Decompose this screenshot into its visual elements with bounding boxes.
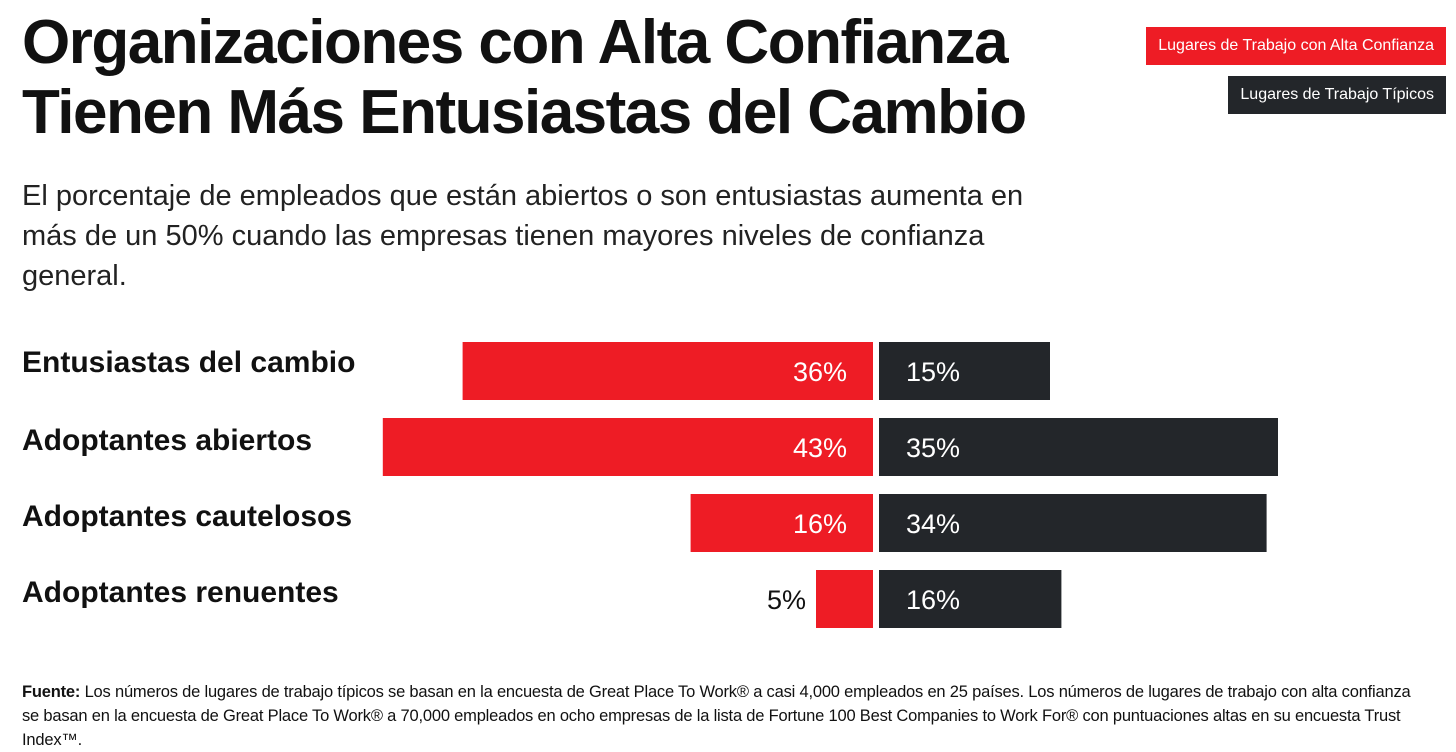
value-label-high-trust-entusiastas-del-cambio: 36% — [793, 357, 847, 387]
footnote-label: Fuente: — [22, 683, 81, 701]
bar-high-trust-adoptantes-cautelosos — [690, 494, 873, 552]
value-label-high-trust-adoptantes-renuentes: 5% — [767, 585, 806, 615]
legend-high-trust: Lugares de Trabajo con Alta Confianza — [1146, 27, 1446, 65]
chart-title: Organizaciones con Alta Confianza Tienen… — [22, 8, 1102, 148]
legend-typical: Lugares de Trabajo Típicos — [1228, 76, 1446, 114]
bar-high-trust-entusiastas-del-cambio — [462, 342, 873, 400]
value-label-typical-adoptantes-cautelosos: 34% — [906, 509, 960, 539]
source-footnote: Fuente: Los números de lugares de trabaj… — [22, 680, 1422, 752]
category-label-renuentes: Adoptantes renuentes — [22, 576, 339, 609]
bar-high-trust-adoptantes-renuentes — [816, 570, 873, 628]
diverging-bar-chart: 36% 15% 43% 35% 16% 34% 5% 16% — [382, 342, 1278, 628]
category-label-entusiastas: Entusiastas del cambio — [22, 346, 356, 379]
bar-typical-entusiastas-del-cambio — [879, 342, 1050, 400]
category-label-abiertos: Adoptantes abiertos — [22, 424, 313, 457]
footnote-text: Los números de lugares de trabajo típico… — [22, 683, 1411, 749]
chart-subtitle: El porcentaje de empleados que están abi… — [22, 180, 1024, 292]
bar-high-trust-adoptantes-abiertos — [382, 418, 873, 476]
value-label-high-trust-adoptantes-cautelosos: 16% — [793, 509, 847, 539]
value-label-typical-adoptantes-renuentes: 16% — [906, 585, 960, 615]
value-label-typical-entusiastas-del-cambio: 15% — [906, 357, 960, 387]
bar-typical-adoptantes-renuentes — [879, 570, 1062, 628]
title-line-1: Organizaciones con Alta Confianza — [22, 8, 1009, 77]
bar-typical-adoptantes-cautelosos — [879, 494, 1267, 552]
value-label-high-trust-adoptantes-abiertos: 43% — [793, 433, 847, 463]
title-line-2: Tienen Más Entusiastas del Cambio — [22, 78, 1027, 147]
bar-typical-adoptantes-abiertos — [879, 418, 1278, 476]
value-label-typical-adoptantes-abiertos: 35% — [906, 433, 960, 463]
category-label-cautelosos: Adoptantes cautelosos — [22, 500, 353, 533]
